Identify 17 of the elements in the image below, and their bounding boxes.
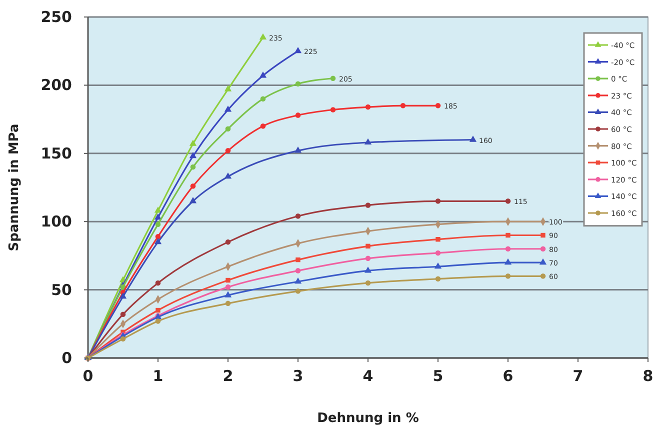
y-tick-label: 150 xyxy=(40,144,72,162)
x-axis-title: Dehnung in % xyxy=(317,411,419,426)
x-tick-label: 7 xyxy=(572,367,584,385)
x-tick-label: 5 xyxy=(432,367,444,385)
y-tick-label: 0 xyxy=(62,349,72,367)
y-axis-title: Spannung in MPa xyxy=(7,124,22,252)
y-tick-label: 250 xyxy=(40,8,72,26)
x-tick-label: 2 xyxy=(222,367,234,385)
x-tick-label: 1 xyxy=(152,367,164,385)
x-tick-label: 6 xyxy=(502,367,514,385)
y-tick-label: 100 xyxy=(40,212,72,231)
x-tick-label: 8 xyxy=(642,367,654,385)
x-tick-label: 3 xyxy=(292,367,304,385)
x-tick-label: 0 xyxy=(82,367,94,385)
x-tick-label: 4 xyxy=(362,367,374,385)
y-tick-label: 200 xyxy=(40,76,72,94)
y-tick-label: 50 xyxy=(51,280,72,299)
